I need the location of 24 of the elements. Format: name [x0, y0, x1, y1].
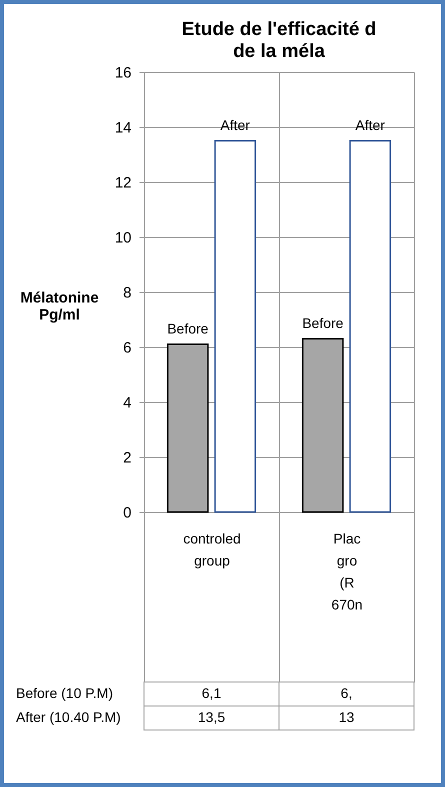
- text: After (10.40 P.M): [16, 709, 121, 725]
- text: Before: [302, 314, 344, 331]
- y-tick-label: 16: [114, 64, 132, 82]
- y-axis-title: Mélatonine Pg/ml: [20, 290, 99, 324]
- data-label: 13: [338, 709, 354, 725]
- chart-subtitle: de la méla: [233, 41, 326, 62]
- x-tick-label: controled group: [183, 530, 241, 568]
- series-label: After: [220, 116, 250, 133]
- text: Before (10 P.M): [16, 685, 114, 701]
- y-tick-label: 14: [114, 120, 132, 136]
- data-label: 13,5: [198, 709, 226, 725]
- data-label: 6,1: [202, 685, 222, 701]
- y-tick-label: 2: [123, 450, 132, 466]
- y-tick-label: 4: [123, 394, 132, 412]
- series-label: Before: [167, 320, 209, 336]
- y-tick-label: 6: [123, 340, 132, 356]
- y-tick-label: 12: [114, 174, 132, 192]
- x-tick-label: Plac gro (R 670n: [331, 530, 363, 612]
- data-label: 6,: [340, 685, 352, 701]
- y-tick-label: 10: [114, 230, 132, 246]
- chart-title: Etude de l'efficacité d: [182, 19, 376, 40]
- y-tick-label: 0: [123, 504, 132, 522]
- y-tick-label: 8: [123, 284, 132, 302]
- text: After: [355, 116, 385, 133]
